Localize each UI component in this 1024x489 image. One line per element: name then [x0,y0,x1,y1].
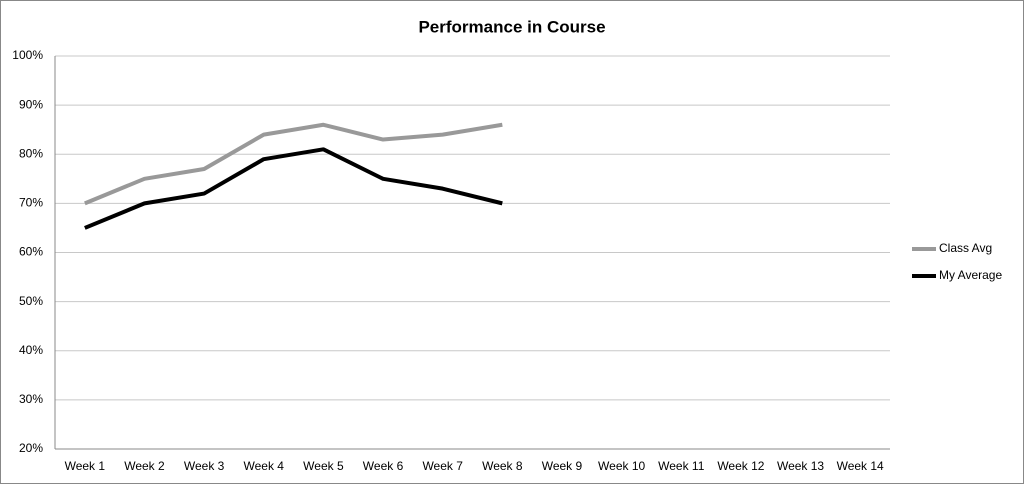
y-tick-label: 40% [19,343,43,357]
legend-label: My Average [939,268,1002,282]
y-tick-label: 80% [19,146,43,160]
x-tick-label: Week 1 [65,459,106,473]
x-tick-label: Week 3 [184,459,225,473]
y-tick-label: 100% [12,48,43,62]
x-tick-label: Week 10 [598,459,645,473]
x-tick-label: Week 6 [363,459,404,473]
y-tick-label: 20% [19,441,43,455]
x-tick-label: Week 11 [658,459,705,473]
y-tick-label: 30% [19,392,43,406]
y-tick-label: 50% [19,294,43,308]
x-tick-label: Week 5 [303,459,344,473]
y-tick-label: 60% [19,245,43,259]
series-line [84,147,503,230]
x-tick-label: Week 8 [482,459,523,473]
x-tick-label: Week 13 [777,459,824,473]
x-tick-label: Week 2 [124,459,165,473]
legend-label: Class Avg [939,241,992,255]
x-tick-label: Week 9 [542,459,583,473]
y-tick-label: 70% [19,196,43,210]
chart-title: Performance in Course [418,17,605,36]
x-tick-label: Week 14 [837,459,884,473]
y-tick-label: 90% [19,97,43,111]
x-tick-label: Week 4 [244,459,285,473]
series-line [84,122,503,206]
x-tick-label: Week 7 [422,459,463,473]
x-tick-label: Week 12 [717,459,764,473]
